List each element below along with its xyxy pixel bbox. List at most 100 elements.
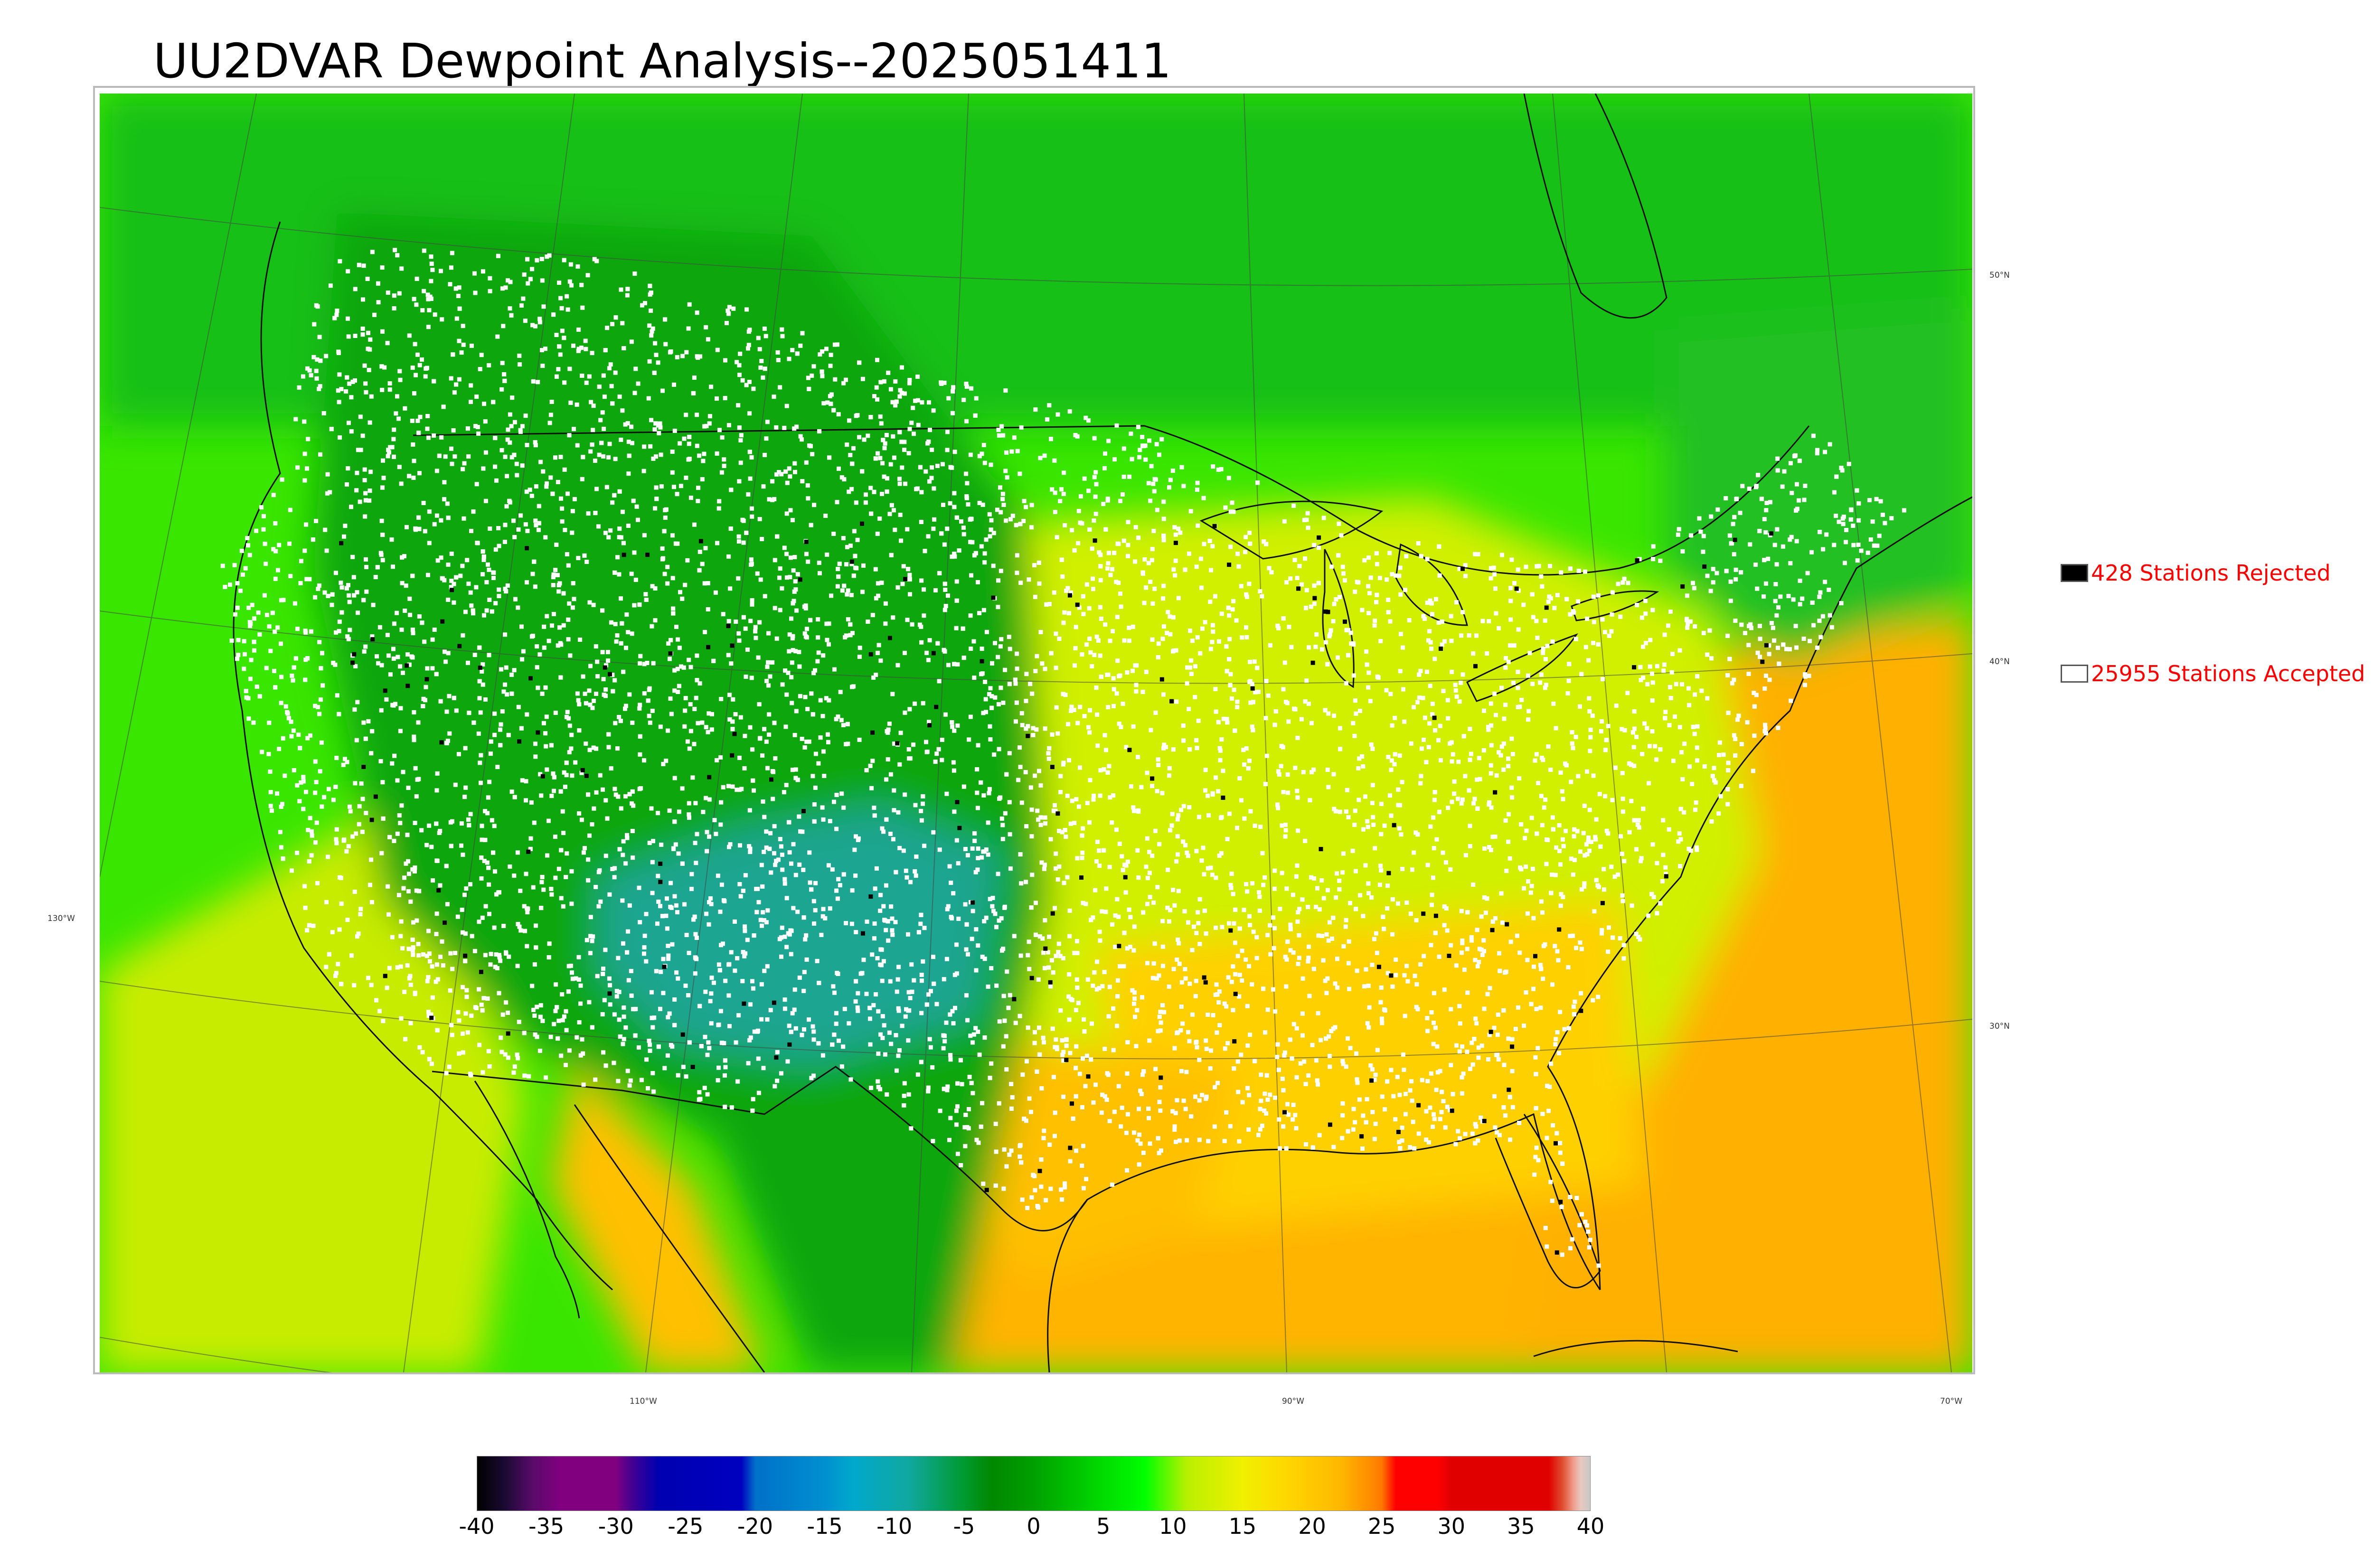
station-accepted: [553, 875, 558, 880]
station-accepted: [695, 413, 699, 417]
station-accepted: [614, 994, 619, 999]
station-accepted: [881, 904, 886, 909]
station-accepted: [812, 921, 817, 926]
station-accepted: [563, 527, 567, 532]
station-accepted: [325, 491, 330, 496]
station-accepted: [1786, 594, 1791, 599]
station-accepted: [429, 279, 433, 283]
station-accepted: [1229, 696, 1234, 701]
station-accepted: [915, 398, 920, 403]
station-accepted: [1618, 614, 1623, 619]
station-accepted: [1453, 683, 1458, 687]
station-accepted: [1510, 1037, 1515, 1042]
station-accepted: [1361, 914, 1366, 919]
station-accepted: [302, 884, 307, 889]
station-accepted: [1087, 606, 1092, 610]
station-accepted: [665, 581, 670, 586]
station-accepted: [1371, 822, 1376, 827]
station-accepted: [1121, 702, 1125, 706]
station-accepted: [1112, 687, 1116, 692]
station-accepted: [609, 620, 613, 625]
station-accepted: [876, 451, 880, 456]
station-accepted: [511, 518, 516, 523]
station-accepted: [351, 575, 356, 580]
station-accepted: [730, 784, 735, 789]
station-accepted: [1702, 764, 1707, 769]
station-accepted: [990, 904, 995, 909]
station-accepted: [872, 921, 877, 926]
station-accepted: [1189, 672, 1194, 676]
station-accepted: [514, 461, 519, 466]
station-accepted: [707, 834, 712, 839]
station-accepted: [344, 389, 349, 394]
station-accepted: [999, 916, 1004, 920]
station-accepted: [499, 1035, 503, 1040]
station-accepted: [461, 1050, 465, 1055]
station-accepted: [1576, 774, 1581, 779]
station-accepted: [409, 654, 414, 659]
station-accepted: [755, 571, 760, 576]
station-accepted: [1090, 664, 1094, 668]
station-accepted: [533, 754, 538, 759]
station-accepted: [1346, 815, 1351, 819]
station-accepted: [1060, 1197, 1065, 1202]
station-accepted: [426, 929, 431, 933]
station-accepted: [1229, 872, 1234, 876]
station-accepted: [1560, 789, 1564, 794]
station-accepted: [1571, 933, 1575, 938]
station-accepted: [285, 710, 290, 714]
station-accepted: [363, 491, 368, 496]
station-accepted: [426, 435, 431, 440]
station-accepted: [709, 727, 714, 732]
station-accepted: [523, 319, 528, 323]
station-accepted: [1397, 573, 1402, 578]
station-accepted: [766, 683, 771, 688]
station-accepted: [1677, 725, 1682, 730]
station-accepted: [1398, 592, 1403, 597]
station-accepted: [1803, 483, 1808, 488]
station-accepted: [813, 881, 818, 885]
coast-baja: [474, 1080, 580, 1319]
station-accepted: [1496, 1057, 1501, 1062]
station-accepted: [430, 995, 435, 1000]
station-accepted: [1733, 567, 1738, 572]
station-accepted: [954, 838, 959, 843]
station-accepted: [425, 666, 430, 671]
station-accepted: [544, 484, 549, 489]
station-accepted: [353, 781, 358, 786]
station-accepted: [1078, 704, 1083, 709]
station-accepted: [645, 661, 650, 665]
station-accepted: [789, 861, 793, 866]
station-accepted: [695, 443, 699, 448]
station-accepted: [1429, 1010, 1434, 1014]
station-accepted: [503, 682, 507, 687]
station-accepted: [1218, 758, 1223, 762]
station-accepted: [1534, 1072, 1538, 1077]
station-accepted: [334, 756, 339, 761]
station-accepted: [1568, 934, 1573, 939]
station-accepted: [1818, 635, 1823, 639]
station-accepted: [1530, 682, 1535, 686]
station-accepted: [706, 1040, 711, 1045]
station-accepted: [1366, 891, 1371, 895]
station-accepted: [509, 672, 514, 677]
station-accepted: [1146, 561, 1151, 565]
station-accepted: [1454, 695, 1459, 699]
station-accepted: [1788, 561, 1793, 565]
station-accepted: [763, 452, 767, 457]
station-accepted: [764, 920, 769, 925]
station-accepted: [826, 863, 831, 868]
station-accepted: [1492, 572, 1497, 577]
station-accepted: [1025, 1206, 1030, 1211]
station-accepted: [895, 1068, 899, 1073]
station-accepted: [606, 455, 611, 460]
station-accepted: [1721, 752, 1726, 757]
station-accepted: [942, 1039, 947, 1043]
station-accepted: [1775, 456, 1780, 461]
station-accepted: [1015, 449, 1020, 453]
station-accepted: [337, 927, 342, 932]
station-accepted: [619, 596, 623, 601]
station-accepted: [1138, 1141, 1143, 1146]
station-accepted: [352, 983, 357, 987]
station-accepted: [1541, 976, 1545, 981]
